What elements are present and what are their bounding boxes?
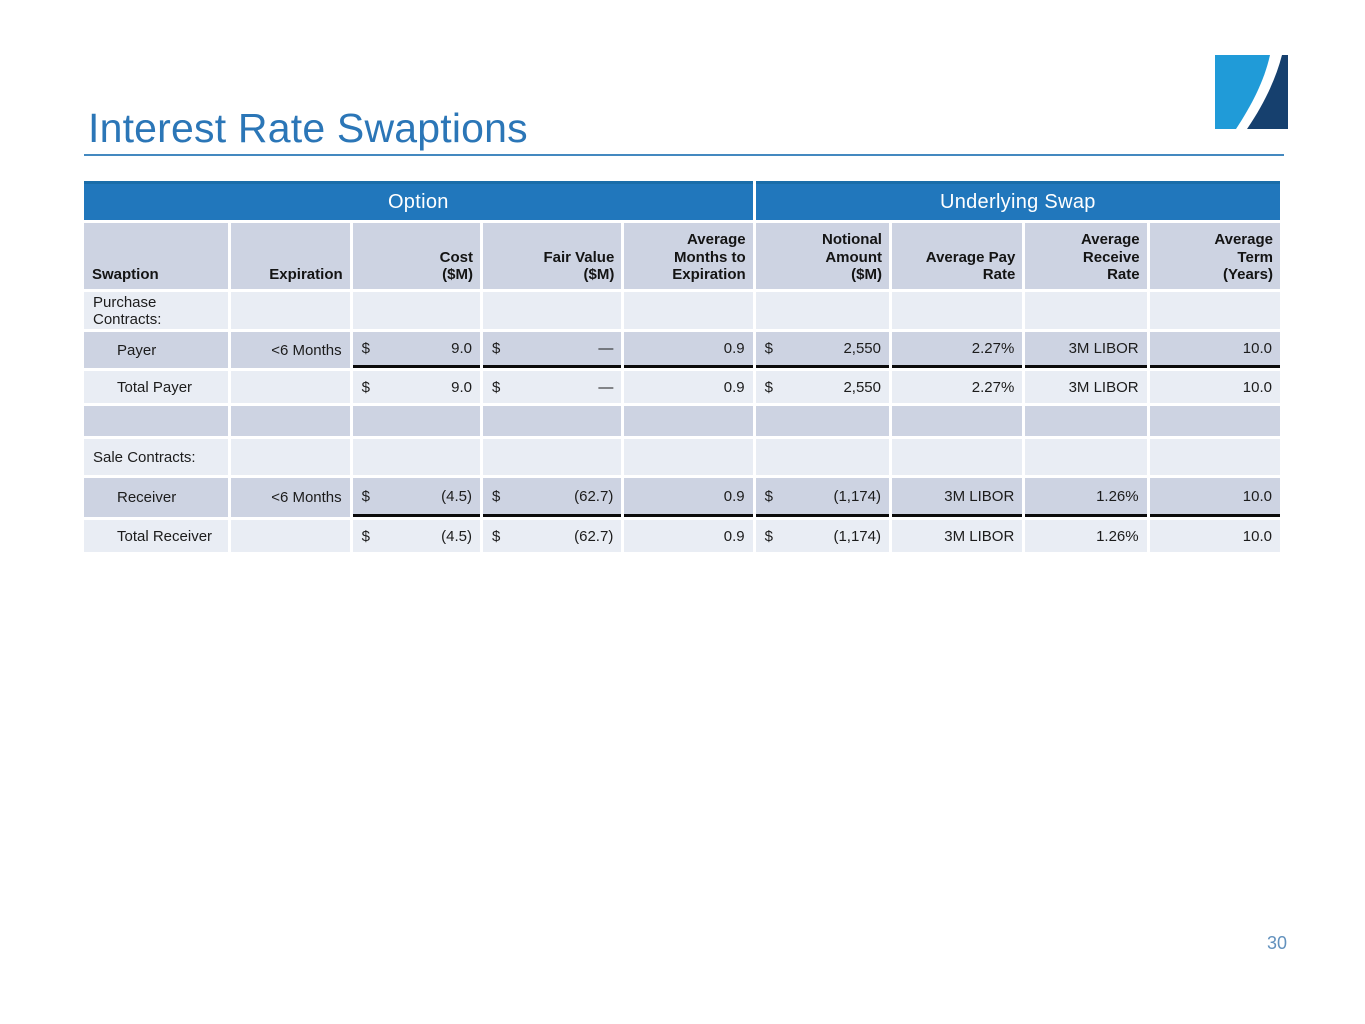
table-cell — [1149, 292, 1280, 329]
table-cell: 2.27% — [891, 332, 1023, 368]
table-cell — [1025, 406, 1147, 436]
table-cell — [231, 406, 350, 436]
table-cell — [1149, 406, 1280, 436]
swaptions-table: Option Underlying Swap Swaption Expirati… — [81, 178, 1283, 555]
table-cell — [624, 439, 753, 475]
column-header-fair-value: Fair Value ($M) — [482, 223, 622, 289]
company-logo-icon — [1215, 55, 1288, 129]
table-cell — [84, 406, 229, 436]
table-cell: $ (62.7) — [482, 520, 622, 552]
table-row-payer: Payer <6 Months $9.0 $ — 0.9 $2,550 2.27%… — [84, 332, 1280, 368]
table-cell: 0.9 — [624, 332, 753, 368]
table-cell: $9.0 — [352, 371, 480, 403]
table-cell — [352, 439, 480, 475]
table-cell — [755, 292, 889, 329]
table-cell — [1149, 439, 1280, 475]
table-row-receiver: Receiver <6 Months $ (4.5) $ (62.7) 0.9 $(… — [84, 478, 1280, 517]
table-cell: $9.0 — [352, 332, 480, 368]
row-label: Total Payer — [84, 371, 229, 403]
column-header-avg-months: Average Months to Expiration — [624, 223, 753, 289]
table-cell — [231, 439, 350, 475]
group-header-row: Option Underlying Swap — [84, 181, 1280, 220]
table-cell: 1.26% — [1025, 520, 1147, 552]
table-cell: <6 Months — [231, 478, 350, 517]
table-cell: 10.0 — [1149, 520, 1280, 552]
table-cell: 3M LIBOR — [1025, 371, 1147, 403]
table-cell: $ (4.5) — [352, 478, 480, 517]
table-cell — [482, 439, 622, 475]
table-cell — [231, 520, 350, 552]
table-cell — [231, 292, 350, 329]
table-cell: 0.9 — [624, 371, 753, 403]
column-header-expiration: Expiration — [231, 223, 350, 289]
table-row-purchase-contracts: Purchase Contracts: — [84, 292, 1280, 329]
table-cell: 3M LIBOR — [891, 478, 1023, 517]
table-cell — [624, 292, 753, 329]
table-cell: 3M LIBOR — [1025, 332, 1147, 368]
table-cell: 3M LIBOR — [891, 520, 1023, 552]
table-cell — [1025, 292, 1147, 329]
column-header-pay-rate: Average Pay Rate — [891, 223, 1023, 289]
table-cell — [482, 406, 622, 436]
table-cell: $ — — [482, 371, 622, 403]
row-label: Payer — [84, 332, 229, 368]
column-header-receive-rate: Average Receive Rate — [1025, 223, 1147, 289]
table-cell: $ (1,174) — [755, 478, 889, 517]
column-header-term: Average Term (Years) — [1149, 223, 1280, 289]
table-cell: 2.27% — [891, 371, 1023, 403]
row-label: Purchase Contracts: — [84, 292, 229, 329]
table-cell — [482, 292, 622, 329]
table-cell: 10.0 — [1149, 332, 1280, 368]
row-label: Receiver — [84, 478, 229, 517]
table-cell — [891, 406, 1023, 436]
title-divider — [84, 154, 1284, 156]
group-header-option: Option — [84, 181, 753, 220]
page-title: Interest Rate Swaptions — [88, 105, 528, 152]
table-cell — [1025, 439, 1147, 475]
table-row-total-receiver: Total Receiver $ (4.5) $ (62.7) 0.9 $ (1,17… — [84, 520, 1280, 552]
column-header-notional: Notional Amount ($M) — [755, 223, 889, 289]
column-header-row: Swaption Expiration Cost ($M) Fair Value… — [84, 223, 1280, 289]
page-number: 30 — [1266, 933, 1287, 953]
column-header-swaption: Swaption — [84, 223, 229, 289]
table-cell — [231, 371, 350, 403]
table-row-sale-contracts: Sale Contracts: — [84, 439, 1280, 475]
table-cell — [352, 292, 480, 329]
table-row-spacer — [84, 406, 1280, 436]
table-cell: 0.9 — [624, 478, 753, 517]
table-row-total-payer: Total Payer $9.0 $ — 0.9 $2,550 2.27% 3M … — [84, 371, 1280, 403]
table-cell: <6 Months — [231, 332, 350, 368]
table-cell: 10.0 — [1149, 478, 1280, 517]
table-cell — [891, 439, 1023, 475]
table-cell: $ (1,174) — [755, 520, 889, 552]
table-cell — [891, 292, 1023, 329]
row-label: Sale Contracts: — [84, 439, 229, 475]
table-cell: $ (4.5) — [352, 520, 480, 552]
table-cell: $ — — [482, 332, 622, 368]
table-cell: $2,550 — [755, 371, 889, 403]
table-cell: 1.26% — [1025, 478, 1147, 517]
table-cell: $2,550 — [755, 332, 889, 368]
table-cell — [352, 406, 480, 436]
column-header-cost: Cost ($M) — [352, 223, 480, 289]
table-cell: 0.9 — [624, 520, 753, 552]
row-label: Total Receiver — [84, 520, 229, 552]
group-header-underlying-swap: Underlying Swap — [755, 181, 1280, 220]
table-cell: $ (62.7) — [482, 478, 622, 517]
table-cell — [624, 406, 753, 436]
table-cell: 10.0 — [1149, 371, 1280, 403]
table-cell — [755, 439, 889, 475]
table-cell — [755, 406, 889, 436]
